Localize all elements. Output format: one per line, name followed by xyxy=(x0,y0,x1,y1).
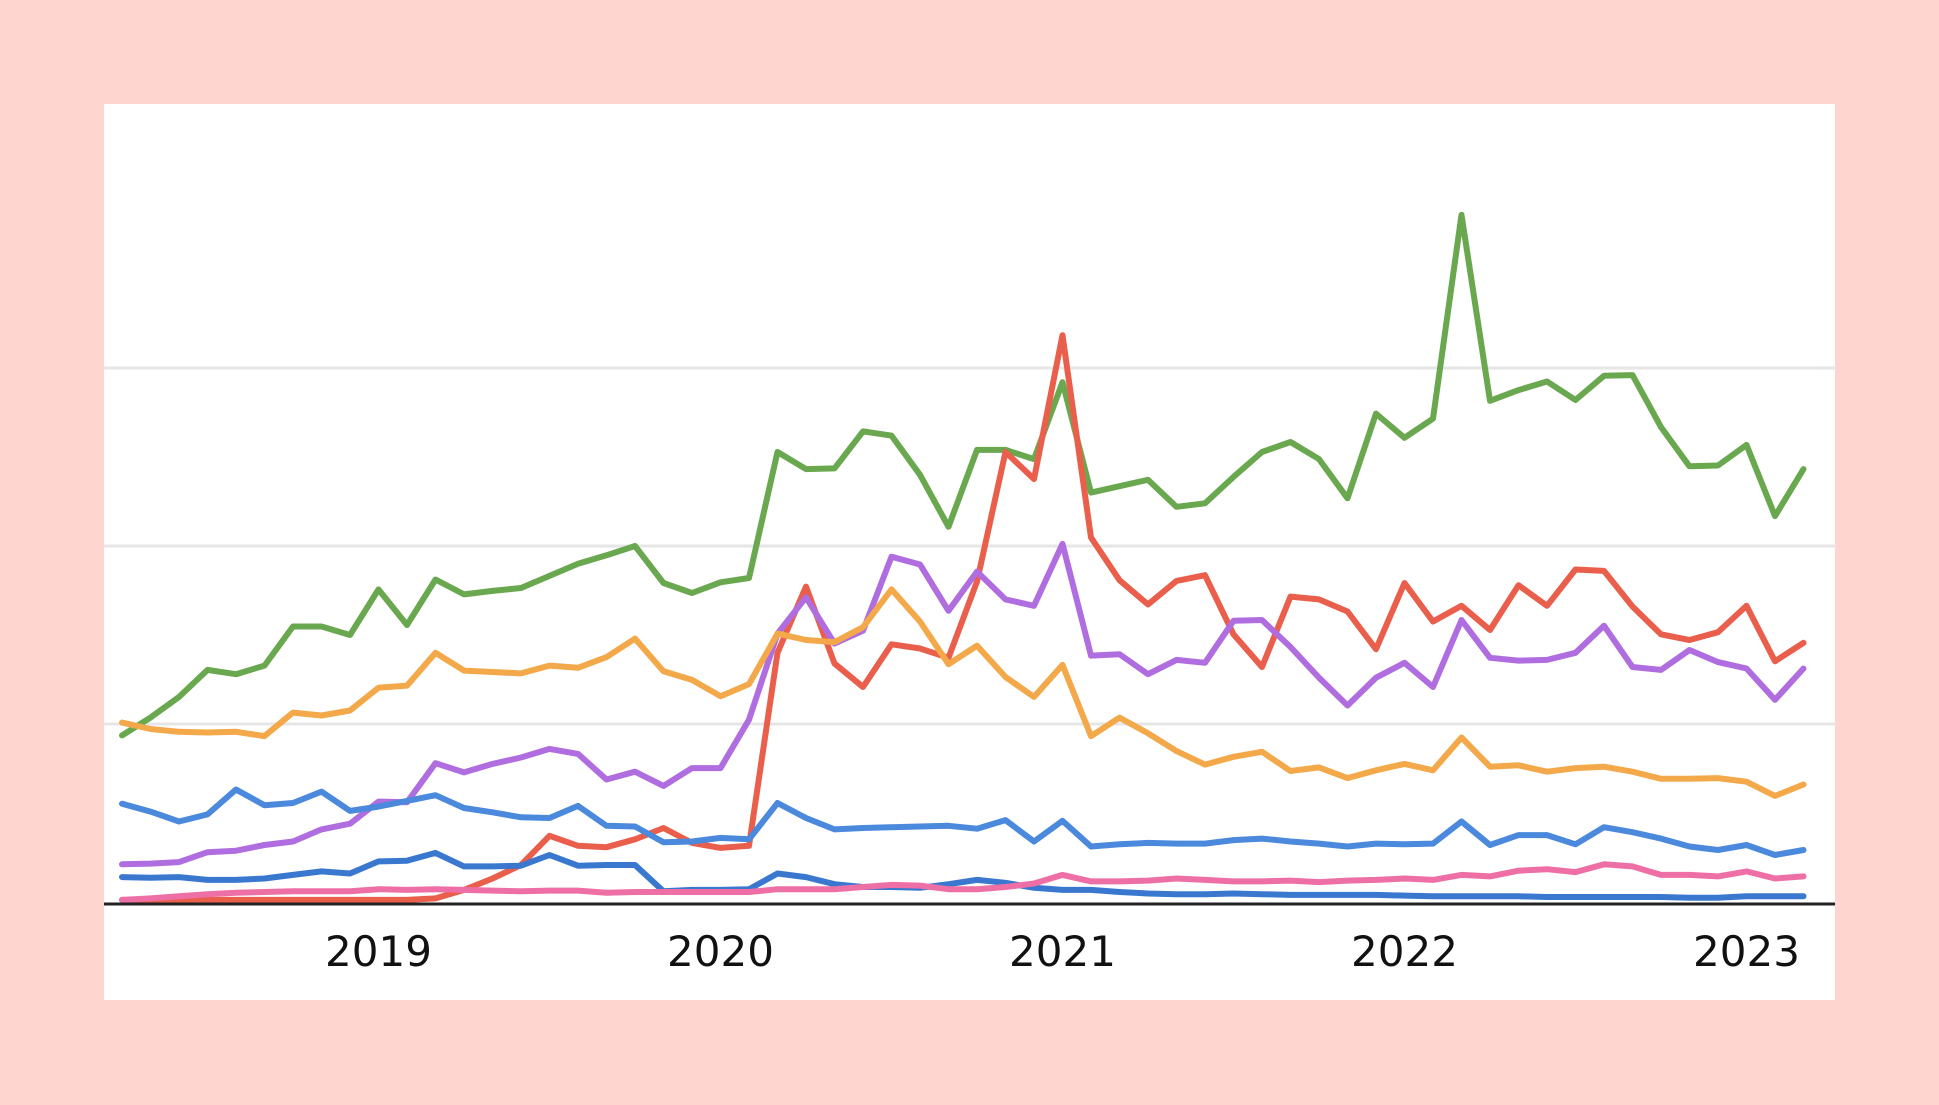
series-lines xyxy=(119,211,1807,903)
series-line-1 xyxy=(119,332,1807,903)
x-tick-label-2022: 2022 xyxy=(1351,927,1458,976)
line-chart: 2019 2020 2021 2022 2023 xyxy=(104,211,1835,976)
x-axis-tick-labels: 2019 2020 2021 2022 2023 xyxy=(325,927,1800,976)
chart-card: 2019 2020 2021 2022 2023 xyxy=(104,104,1835,1000)
x-tick-label-2020: 2020 xyxy=(667,927,774,976)
x-tick-label-2019: 2019 xyxy=(325,927,432,976)
series-line-4 xyxy=(119,786,1807,858)
series-line-0 xyxy=(119,211,1807,739)
gridlines xyxy=(104,366,1835,726)
x-tick-label-2021: 2021 xyxy=(1009,927,1116,976)
x-tick-label-2023: 2023 xyxy=(1693,927,1800,976)
series-line-6 xyxy=(119,861,1807,903)
series-line-3 xyxy=(119,586,1807,799)
series-line-5 xyxy=(119,849,1807,901)
